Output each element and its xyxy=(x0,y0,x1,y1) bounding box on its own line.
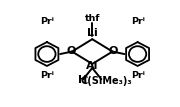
Text: Prⁱ: Prⁱ xyxy=(131,17,145,26)
Text: O: O xyxy=(108,46,118,56)
Text: thf: thf xyxy=(84,14,100,23)
Text: Al: Al xyxy=(86,61,98,71)
Text: O: O xyxy=(67,46,76,56)
Text: H: H xyxy=(78,75,87,85)
Text: Prⁱ: Prⁱ xyxy=(40,17,54,26)
Text: Prⁱ: Prⁱ xyxy=(40,71,54,80)
Text: Li: Li xyxy=(87,28,98,38)
Text: Prⁱ: Prⁱ xyxy=(131,71,145,80)
Text: C(SiMe₃)₃: C(SiMe₃)₃ xyxy=(80,76,132,86)
